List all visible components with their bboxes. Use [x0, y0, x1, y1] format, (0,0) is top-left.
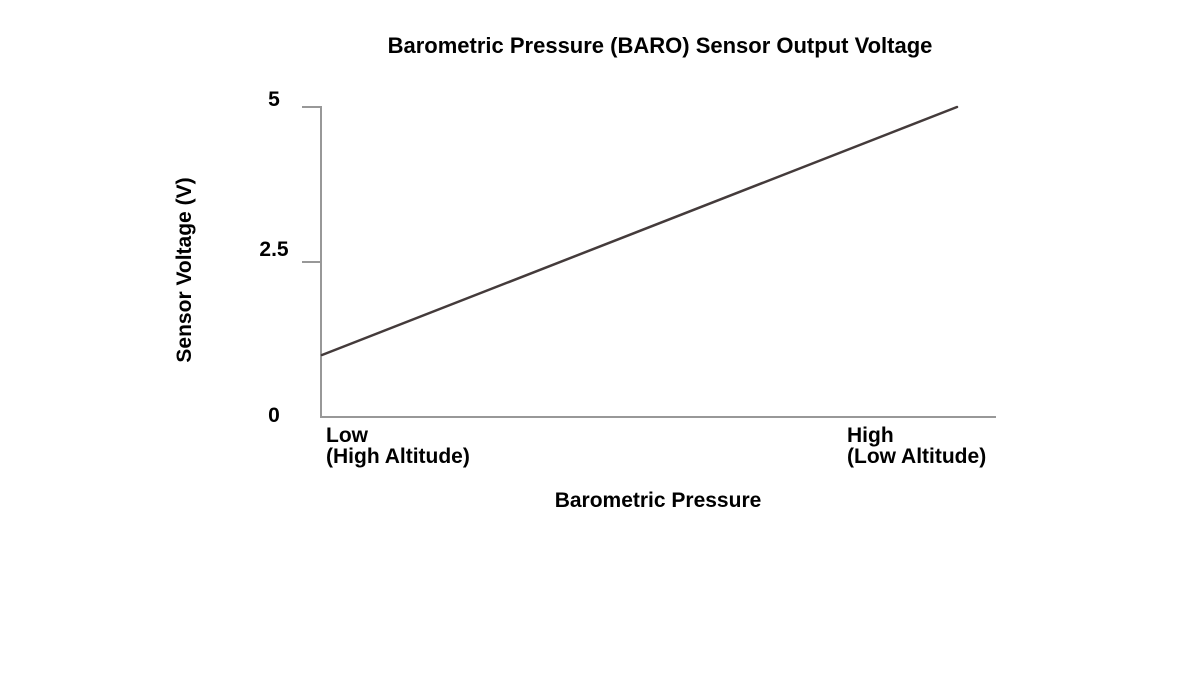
x-axis-right-label-line1: High [847, 424, 894, 447]
x-axis-title: Barometric Pressure [554, 489, 762, 512]
y-tick-label-0: 0 [268, 404, 280, 427]
y-tick-label-2-5: 2.5 [259, 238, 289, 261]
x-axis-left-label-line2: (High Altitude) [326, 445, 470, 468]
data-line [320, 105, 959, 357]
axes-lines [302, 106, 996, 418]
y-axis-label: Sensor Voltage (V) [173, 177, 196, 363]
x-axis-right-label: High (Low Altitude) [847, 425, 986, 467]
x-axis-right-label-line2: (Low Altitude) [847, 445, 987, 468]
chart-title: Barometric Pressure (BARO) Sensor Output… [387, 33, 933, 58]
y-tick-label-5: 5 [268, 88, 280, 111]
x-axis-left-label: Low (High Altitude) [326, 425, 470, 467]
x-axis-left-label-line1: Low [326, 424, 368, 447]
